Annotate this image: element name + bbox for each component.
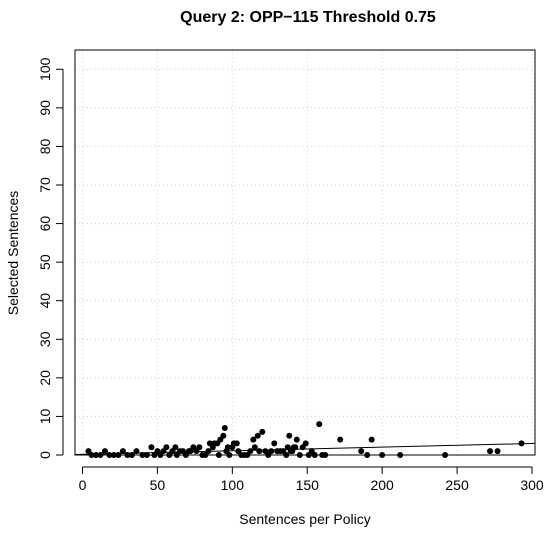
data-point	[205, 448, 212, 455]
y-tick-label: 30	[37, 331, 53, 347]
data-point	[172, 444, 179, 451]
x-axis-label: Sentences per Policy	[239, 511, 371, 527]
data-point	[220, 432, 227, 439]
data-point	[256, 448, 263, 455]
data-point	[196, 444, 203, 451]
y-tick-label: 70	[37, 177, 53, 193]
y-axis-label: Selected Sentences	[5, 191, 21, 316]
data-point	[254, 432, 261, 439]
y-tick-label: 20	[37, 370, 53, 386]
data-point	[358, 448, 365, 455]
y-axis: 0 10 20 30 40 50 60 70 80 90 100	[37, 57, 64, 459]
data-point	[271, 440, 278, 447]
data-point	[221, 425, 228, 431]
data-point	[251, 444, 258, 451]
data-point	[302, 440, 309, 447]
data-point	[518, 440, 525, 447]
x-tick-label: 50	[150, 477, 166, 493]
data-point	[337, 436, 344, 443]
chart-title: Query 2: OPP−115 Threshold 0.75	[180, 9, 436, 26]
data-point	[292, 444, 299, 451]
y-tick-label: 100	[37, 57, 53, 81]
y-tick-label: 10	[37, 408, 53, 424]
data-point	[163, 444, 170, 451]
plot-frame	[74, 49, 536, 456]
x-tick-label: 200	[370, 477, 394, 493]
data-point	[268, 448, 275, 455]
data-point	[494, 448, 501, 455]
x-tick-label: 100	[221, 477, 245, 493]
data-point	[101, 448, 108, 455]
data-point	[250, 436, 257, 443]
grid-lines	[75, 50, 535, 456]
x-axis: 0 50 100 150 200 250 300	[79, 466, 544, 493]
data-point	[286, 432, 293, 439]
x-tick-label: 250	[445, 477, 469, 493]
data-point	[119, 448, 126, 455]
x-tick-label: 150	[296, 477, 320, 493]
data-point	[487, 448, 494, 455]
y-tick-label: 90	[37, 100, 53, 116]
data-point	[224, 444, 231, 451]
x-tick-label: 300	[520, 477, 544, 493]
y-tick-label: 50	[37, 254, 53, 270]
x-tick-label: 0	[79, 477, 87, 493]
data-point	[316, 421, 323, 428]
data-point	[368, 436, 375, 443]
y-tick-label: 80	[37, 138, 53, 154]
data-point	[293, 436, 300, 443]
data-points	[85, 421, 525, 458]
data-point	[133, 448, 140, 455]
y-tick-label: 40	[37, 293, 53, 309]
data-point	[233, 440, 240, 447]
y-tick-label: 60	[37, 216, 53, 232]
data-point	[259, 428, 266, 435]
data-point	[247, 448, 254, 455]
y-tick-label: 0	[37, 451, 53, 459]
data-point	[148, 444, 155, 451]
